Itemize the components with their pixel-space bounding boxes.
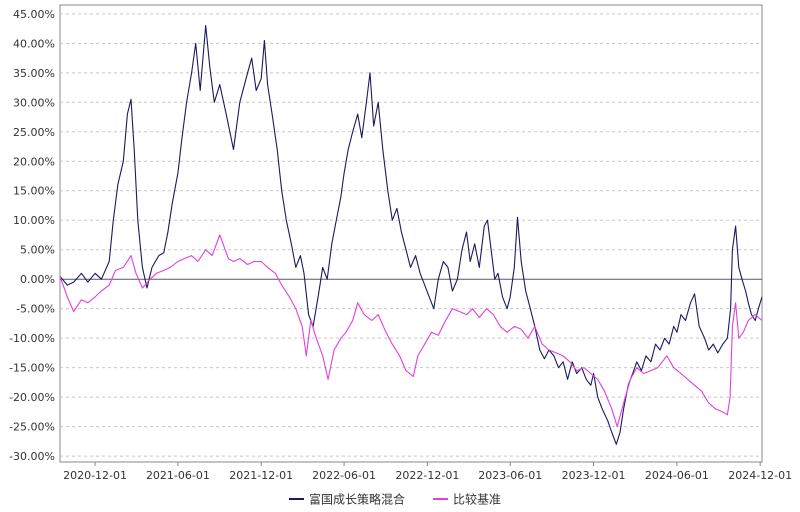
x-tick-label: 2023-06-01: [478, 469, 542, 482]
y-tick-label: 30.00%: [13, 96, 55, 109]
y-tick-label: 15.00%: [13, 185, 55, 198]
x-tick-label: 2021-12-01: [229, 469, 293, 482]
plot-area: [59, 4, 763, 463]
series-line-fund: [59, 25, 763, 445]
x-tick-label: 2024-06-01: [645, 469, 709, 482]
y-tick-label: -10.00%: [9, 332, 55, 345]
x-tick-label: 2023-12-01: [562, 469, 626, 482]
y-tick-label: 25.00%: [13, 126, 55, 139]
x-tick-label: 2020-12-01: [63, 469, 127, 482]
y-tick-label: 45.00%: [13, 8, 55, 21]
x-tick-label: 2021-06-01: [146, 469, 210, 482]
y-tick-label: -15.00%: [9, 362, 55, 375]
x-tick-label: 2022-12-01: [395, 469, 459, 482]
legend: 富国成长策略混合 比较基准: [289, 492, 501, 507]
y-tick-label: -25.00%: [9, 421, 55, 434]
y-tick-label: -30.00%: [9, 450, 55, 463]
series-line-benchmark: [59, 234, 763, 428]
x-tick-label: 2022-06-01: [312, 469, 376, 482]
y-axis-ticks: 45.00% 40.00% 35.00% 30.00% 25.00% 20.00% 15.0…: [9, 8, 55, 463]
y-tick-label: 10.00%: [13, 214, 55, 227]
y-tick-label: -20.00%: [9, 391, 55, 404]
legend-label-benchmark: 比较基准: [453, 492, 501, 507]
y-tick-label: 40.00%: [13, 37, 55, 50]
y-tick-label: 5.00%: [20, 244, 55, 257]
series-lines: [59, 25, 763, 445]
y-tick-label: -5.00%: [16, 303, 55, 316]
x-axis-ticks: 2020-12-01 2021-06-01 2021-12-01 2022-06-01…: [63, 462, 792, 482]
y-tick-label: 35.00%: [13, 67, 55, 80]
x-tick-label: 2024-12-01: [728, 469, 792, 482]
legend-label-fund: 富国成长策略混合: [309, 492, 405, 507]
y-tick-label: 0.00%: [20, 273, 55, 286]
y-tick-label: 20.00%: [13, 155, 55, 168]
gridlines: [60, 13, 762, 457]
